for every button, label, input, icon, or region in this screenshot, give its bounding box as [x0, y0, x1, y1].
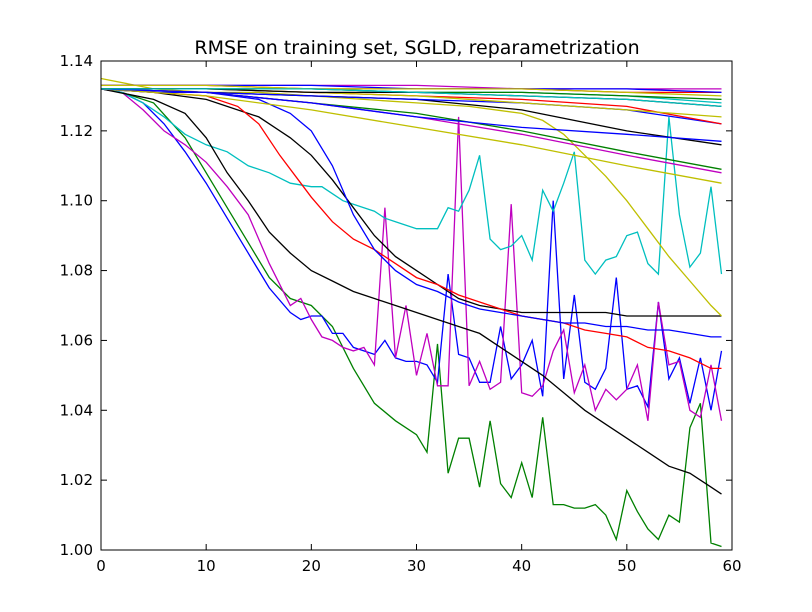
plot-frame — [100, 60, 733, 551]
x-tick-label: 60 — [722, 557, 741, 575]
x-tick-label: 30 — [407, 557, 426, 575]
y-tick-label: 1.02 — [60, 471, 93, 489]
y-tick-label: 1.10 — [60, 192, 93, 210]
series-line-7 — [100, 88, 722, 370]
series-line-4 — [100, 88, 723, 276]
chart-title: RMSE on training set, SGLD, reparametriz… — [194, 37, 639, 59]
y-tick-label: 1.00 — [60, 541, 93, 559]
x-tick-label: 10 — [197, 557, 216, 575]
y-tick-label: 1.14 — [60, 52, 93, 70]
series-line-3 — [100, 88, 723, 421]
series-line-9 — [100, 77, 722, 317]
x-tick-label: 20 — [302, 557, 321, 575]
series-layer — [100, 77, 723, 548]
series-line-25 — [101, 88, 722, 108]
y-tick-label: 1.12 — [60, 122, 93, 140]
series-line-17 — [100, 88, 722, 142]
series-line-12 — [101, 88, 722, 125]
x-tick-label: 40 — [512, 557, 531, 575]
series-line-15 — [100, 88, 722, 184]
series-line-13 — [100, 88, 722, 170]
x-tick-label: 0 — [96, 557, 106, 575]
series-line-8 — [100, 88, 722, 338]
series-line-24 — [101, 84, 722, 97]
y-tick-label: 1.08 — [60, 262, 93, 280]
series-line-2 — [100, 88, 723, 411]
tick-layer: 0 10 20 30 40 50 60 1.00 1.02 1.04 1.06 1.08 1.10 1.1… — [60, 52, 742, 575]
x-tick-label: 50 — [617, 557, 636, 575]
series-line-5 — [100, 88, 722, 495]
y-tick-label: 1.04 — [60, 401, 93, 419]
y-tick-label: 1.06 — [60, 331, 93, 349]
series-line-6 — [100, 88, 722, 317]
series-line-1 — [100, 88, 722, 548]
